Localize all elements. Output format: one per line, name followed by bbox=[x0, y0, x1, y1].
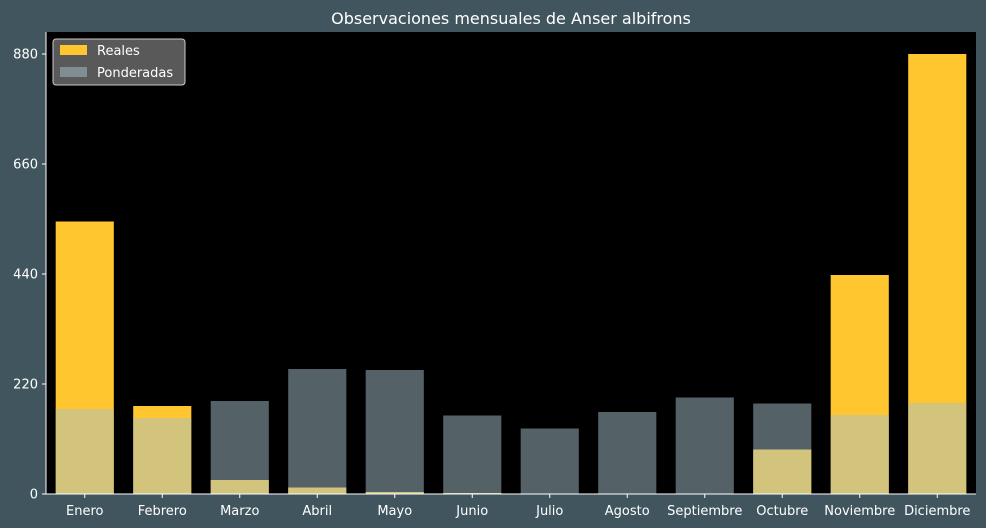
legend-swatch-ponderadas bbox=[60, 67, 87, 77]
bar-ponderadas-enero bbox=[55, 409, 114, 494]
legend-label-reales: Reales bbox=[97, 44, 140, 59]
axes-layer: 0 220 440 660 880 Enero Febrero Marzo Abril Mayo J… bbox=[13, 32, 976, 519]
bar-ponderadas-septiembre bbox=[675, 397, 734, 494]
y-tick-label: 660 bbox=[13, 158, 38, 173]
bar-ponderadas-mayo bbox=[365, 370, 424, 494]
x-tick-label: Abril bbox=[302, 504, 332, 519]
x-tick-label: Octubre bbox=[756, 504, 808, 519]
x-tick-label: Septiembre bbox=[667, 504, 742, 519]
x-tick-label: Febrero bbox=[138, 504, 187, 519]
bars-layer bbox=[55, 54, 967, 494]
y-tick-label: 880 bbox=[13, 48, 38, 63]
y-tick-label: 440 bbox=[13, 268, 38, 283]
bar-ponderadas-junio bbox=[443, 415, 502, 494]
x-tick-label: Julio bbox=[535, 504, 563, 519]
y-tick-label: 220 bbox=[13, 378, 38, 393]
legend-label-ponderadas: Ponderadas bbox=[97, 66, 173, 81]
bar-ponderadas-agosto bbox=[598, 412, 657, 494]
bar-ponderadas-marzo bbox=[210, 401, 269, 494]
x-tick-label: Noviembre bbox=[824, 504, 895, 519]
x-tick-label: Diciembre bbox=[904, 504, 970, 519]
x-tick-label: Marzo bbox=[220, 504, 259, 519]
legend-swatch-reales bbox=[60, 45, 87, 55]
legend: Reales Ponderadas bbox=[52, 38, 186, 86]
bar-ponderadas-octubre bbox=[753, 403, 812, 494]
plot-area bbox=[46, 32, 976, 494]
x-tick-label: Junio bbox=[455, 504, 488, 519]
x-tick-label: Agosto bbox=[605, 504, 650, 519]
chart-title: Observaciones mensuales de Anser albifro… bbox=[331, 9, 691, 28]
bar-ponderadas-diciembre bbox=[908, 403, 967, 494]
bar-ponderadas-febrero bbox=[133, 418, 192, 494]
y-tick-label: 0 bbox=[30, 488, 38, 503]
bar-ponderadas-noviembre bbox=[830, 415, 889, 494]
x-tick-label: Mayo bbox=[377, 504, 412, 519]
bar-ponderadas-abril bbox=[288, 369, 347, 494]
x-tick-label: Enero bbox=[66, 504, 104, 519]
bar-ponderadas-julio bbox=[520, 428, 579, 494]
